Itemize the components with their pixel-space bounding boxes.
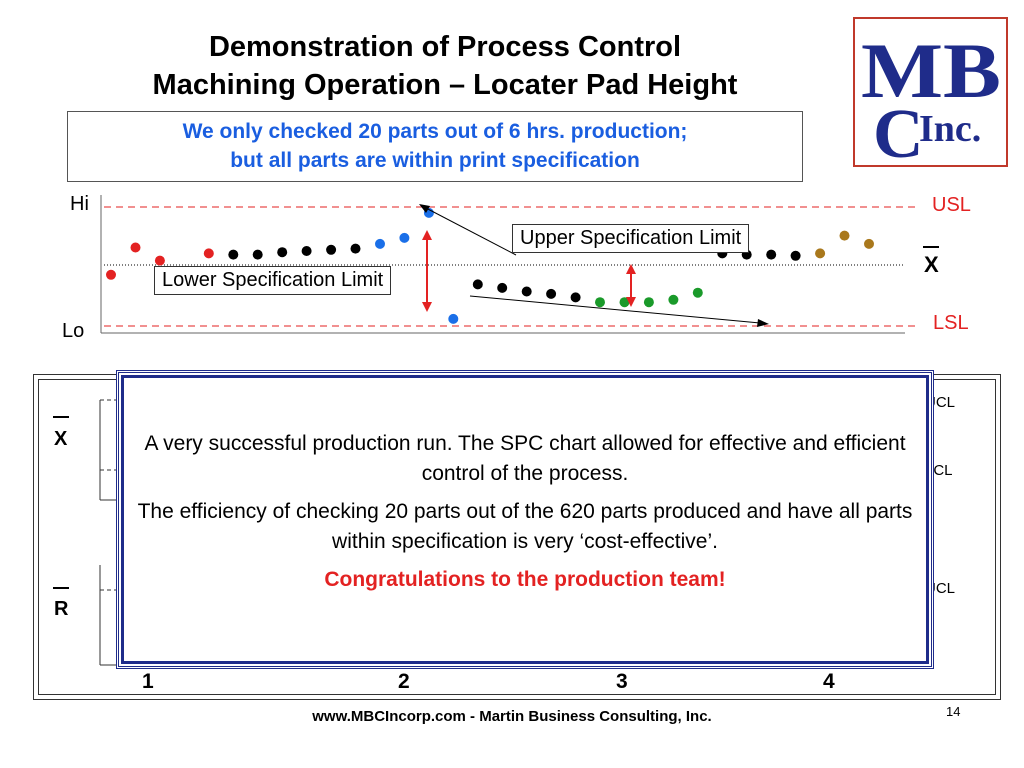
logo-mb: MB <box>861 27 1001 114</box>
data-point <box>375 238 385 249</box>
footer-text: www.MBCIncorp.com - Martin Business Cons… <box>312 708 712 725</box>
message-paragraph-1: A very successful production run. The SP… <box>144 432 906 485</box>
data-point <box>668 294 679 305</box>
lower-spec-label: Lower Specification Limit <box>154 266 392 295</box>
mbc-logo-graphic: MB C Inc. <box>861 27 1001 173</box>
data-point <box>277 247 288 258</box>
lsl-label: LSL <box>933 312 969 334</box>
lsl-pointer-line <box>469 295 761 324</box>
data-point <box>154 255 165 266</box>
slide-title: Demonstration of Process Control Machini… <box>60 28 830 104</box>
spc-r-label: R <box>54 598 69 620</box>
data-point <box>521 286 532 297</box>
spread-arrow-2-head-up <box>626 264 636 274</box>
data-point <box>595 297 605 308</box>
lsl-pointer-head <box>757 319 769 327</box>
mbc-logo: MB C Inc. <box>853 17 1008 173</box>
title-line-1: Demonstration of Process Control <box>208 31 682 63</box>
callout-line-2: but all parts are within print specifica… <box>230 149 640 172</box>
spread-arrow-1-head-up <box>422 230 432 240</box>
data-point <box>130 242 141 253</box>
data-point <box>692 287 703 298</box>
logo-c: C <box>873 96 924 165</box>
title-line-2: Machining Operation – Locater Pad Height <box>152 69 738 101</box>
spread-arrow-1-head-down <box>422 302 432 312</box>
usl-pointer-head <box>419 204 430 213</box>
data-point <box>790 250 801 261</box>
hour-label-2: 2 <box>398 670 410 693</box>
lo-tick-label: Lo <box>62 320 85 342</box>
data-point <box>448 313 459 324</box>
spread-arrow-2-head-down <box>626 297 636 307</box>
data-point <box>619 297 630 308</box>
upper-spec-label: Upper Specification Limit <box>512 224 750 253</box>
page-number: 14 <box>946 704 961 719</box>
data-point <box>350 243 361 254</box>
data-point <box>399 232 410 243</box>
spec-scatter-chart <box>100 195 920 334</box>
spc-r-overline <box>53 587 69 589</box>
data-point <box>228 249 239 260</box>
usl-pointer-line <box>423 206 517 256</box>
usl-label: USL <box>932 194 971 216</box>
data-point <box>766 249 777 260</box>
xbar-label: X <box>924 252 939 277</box>
xbar-overline <box>923 246 939 248</box>
data-point <box>546 288 557 299</box>
summary-message-box: A very successful production run. The SP… <box>116 370 934 669</box>
data-point <box>815 248 826 259</box>
hour-label-1: 1 <box>142 670 154 693</box>
data-point <box>252 249 263 260</box>
data-point <box>643 297 654 308</box>
hour-label-3: 3 <box>616 670 628 693</box>
spc-xbar-overline <box>53 416 69 418</box>
data-point <box>472 279 483 290</box>
data-point <box>570 292 581 303</box>
data-point <box>497 282 508 293</box>
logo-inc: Inc. <box>919 108 981 150</box>
data-point <box>203 248 214 259</box>
data-point <box>301 246 312 256</box>
data-point <box>839 230 850 241</box>
spc-xbar-label: X <box>54 428 68 450</box>
callout-line-1: We only checked 20 parts out of 6 hrs. p… <box>182 120 688 143</box>
hi-tick-label: Hi <box>70 193 89 215</box>
congratulations-text: Congratulations to the production team! <box>324 568 726 591</box>
data-point <box>106 269 116 280</box>
data-point <box>326 244 337 255</box>
message-paragraph-2: The efficiency of checking 20 parts out … <box>137 500 913 553</box>
data-points <box>106 207 874 324</box>
hour-label-4: 4 <box>823 670 835 693</box>
note-callout: We only checked 20 parts out of 6 hrs. p… <box>67 111 803 182</box>
data-point <box>864 238 874 249</box>
